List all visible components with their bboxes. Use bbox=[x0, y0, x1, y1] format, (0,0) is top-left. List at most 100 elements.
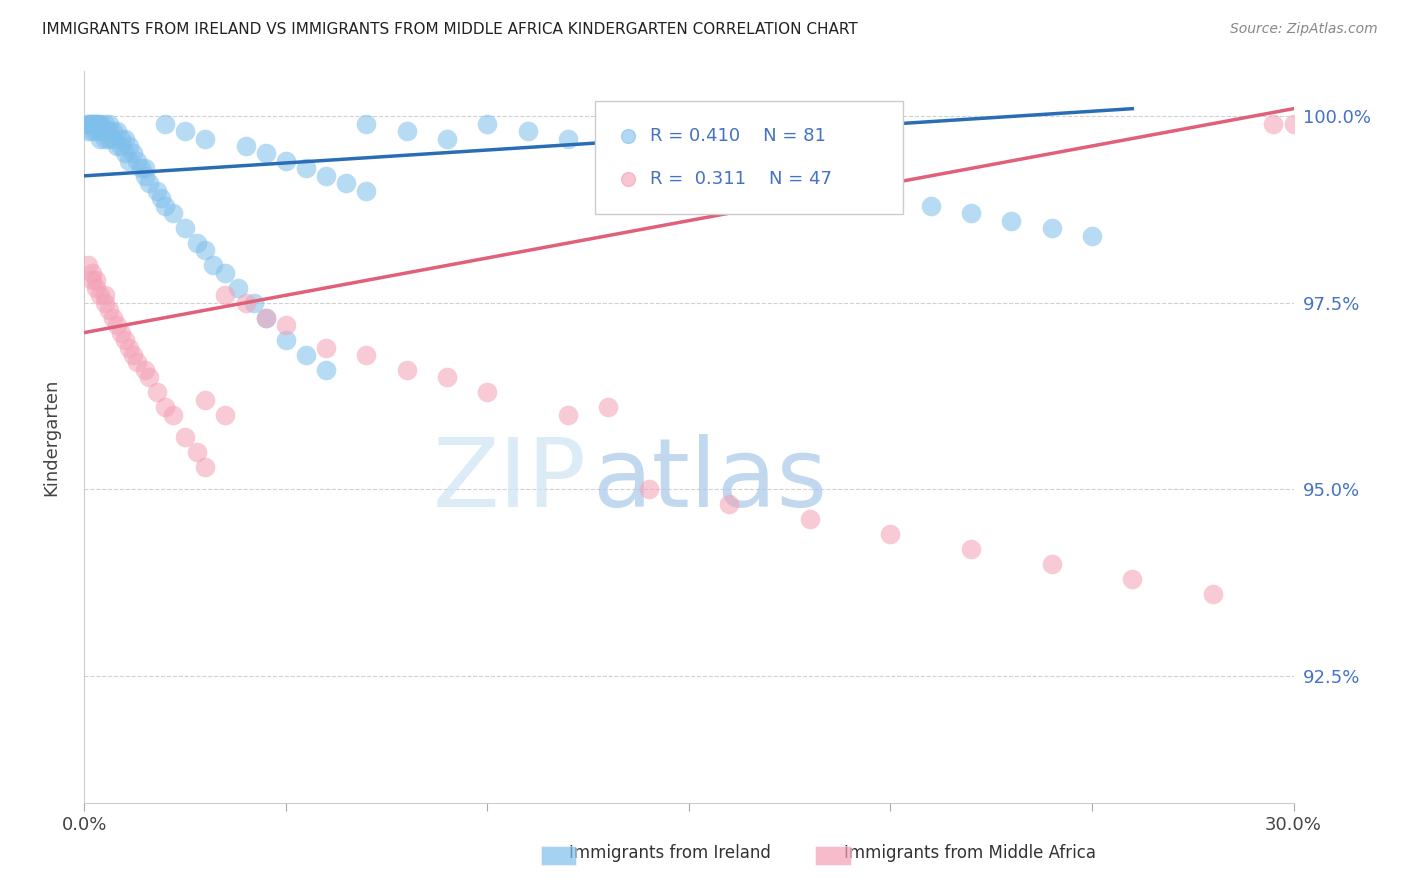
Text: atlas: atlas bbox=[592, 434, 827, 527]
Point bbox=[799, 177, 821, 191]
Point bbox=[82, 117, 104, 131]
Point bbox=[77, 259, 100, 273]
Point bbox=[114, 131, 136, 145]
Point bbox=[1282, 117, 1305, 131]
Point bbox=[153, 117, 176, 131]
Point bbox=[194, 244, 217, 258]
Text: Source: ZipAtlas.com: Source: ZipAtlas.com bbox=[1230, 22, 1378, 37]
Point bbox=[598, 401, 620, 415]
Point bbox=[295, 348, 318, 362]
Point bbox=[186, 445, 208, 459]
Point bbox=[557, 408, 579, 422]
Point bbox=[226, 281, 249, 295]
Point bbox=[436, 131, 458, 145]
Text: R = 0.410    N = 81: R = 0.410 N = 81 bbox=[650, 127, 827, 145]
Point bbox=[97, 124, 120, 138]
Point bbox=[134, 161, 156, 176]
Point bbox=[920, 199, 942, 213]
Point bbox=[637, 146, 659, 161]
Point bbox=[174, 221, 197, 235]
Point bbox=[138, 177, 160, 191]
Point bbox=[557, 131, 579, 145]
Point bbox=[274, 333, 297, 347]
Point bbox=[97, 303, 120, 318]
Point bbox=[101, 310, 124, 325]
Point bbox=[799, 512, 821, 526]
Point bbox=[146, 385, 169, 400]
Point bbox=[82, 117, 104, 131]
Point bbox=[242, 295, 264, 310]
Point bbox=[101, 124, 124, 138]
Point bbox=[315, 363, 337, 377]
Point bbox=[162, 408, 184, 422]
Point bbox=[356, 348, 378, 362]
Point bbox=[235, 295, 257, 310]
Point bbox=[274, 153, 297, 168]
Point bbox=[89, 288, 111, 302]
Point bbox=[86, 117, 108, 131]
Point bbox=[114, 333, 136, 347]
Point bbox=[86, 117, 108, 131]
Point bbox=[121, 146, 143, 161]
Point bbox=[315, 169, 337, 183]
Point bbox=[335, 177, 357, 191]
Point bbox=[516, 124, 538, 138]
Point bbox=[77, 124, 100, 138]
Point bbox=[93, 124, 115, 138]
Point bbox=[114, 146, 136, 161]
Point bbox=[174, 124, 197, 138]
Point bbox=[1000, 213, 1022, 227]
Point bbox=[194, 392, 217, 407]
Point bbox=[1263, 117, 1285, 131]
Point bbox=[477, 385, 499, 400]
Point bbox=[1202, 587, 1225, 601]
FancyBboxPatch shape bbox=[595, 101, 903, 214]
Point bbox=[153, 199, 176, 213]
Point bbox=[235, 139, 257, 153]
Point bbox=[194, 131, 217, 145]
Point bbox=[637, 483, 659, 497]
Point bbox=[194, 459, 217, 474]
Point bbox=[274, 318, 297, 332]
Point bbox=[395, 124, 418, 138]
Point bbox=[153, 401, 176, 415]
Y-axis label: Kindergarten: Kindergarten bbox=[42, 378, 60, 496]
Point bbox=[149, 191, 172, 205]
Point bbox=[214, 266, 236, 280]
Point bbox=[89, 117, 111, 131]
Text: Immigrants from Ireland: Immigrants from Ireland bbox=[569, 844, 772, 862]
Point bbox=[960, 206, 983, 220]
Point bbox=[86, 117, 108, 131]
Point bbox=[395, 363, 418, 377]
Text: R =  0.311    N = 47: R = 0.311 N = 47 bbox=[650, 170, 832, 188]
Point bbox=[101, 131, 124, 145]
Point bbox=[97, 131, 120, 145]
Point bbox=[138, 370, 160, 384]
Point bbox=[254, 146, 277, 161]
Point bbox=[82, 124, 104, 138]
Point bbox=[678, 153, 700, 168]
Point bbox=[105, 318, 128, 332]
Point bbox=[254, 310, 277, 325]
Point bbox=[89, 117, 111, 131]
Text: Immigrants from Middle Africa: Immigrants from Middle Africa bbox=[844, 844, 1095, 862]
Point bbox=[97, 117, 120, 131]
Point bbox=[110, 131, 132, 145]
Point bbox=[879, 191, 901, 205]
Point bbox=[86, 273, 108, 287]
Point bbox=[758, 169, 780, 183]
Point bbox=[89, 124, 111, 138]
Point bbox=[718, 161, 741, 176]
Point bbox=[162, 206, 184, 220]
Point bbox=[1081, 228, 1104, 243]
Point bbox=[477, 117, 499, 131]
Point bbox=[121, 348, 143, 362]
Point bbox=[315, 341, 337, 355]
Point bbox=[93, 295, 115, 310]
Text: ZIP: ZIP bbox=[432, 434, 586, 527]
Point bbox=[125, 355, 148, 369]
Point bbox=[93, 117, 115, 131]
Point bbox=[436, 370, 458, 384]
Point bbox=[214, 408, 236, 422]
Point bbox=[118, 153, 141, 168]
